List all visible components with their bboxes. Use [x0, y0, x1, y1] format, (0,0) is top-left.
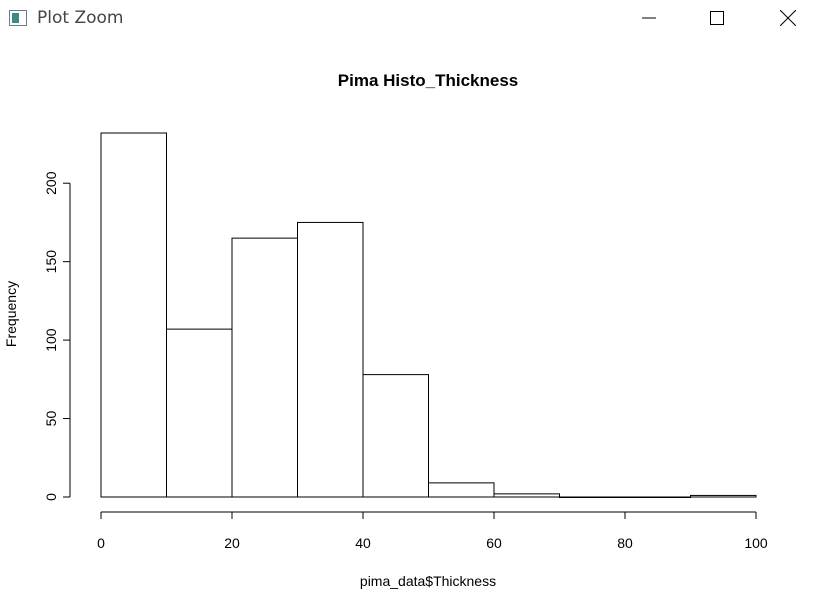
- histogram-bar: [559, 496, 626, 498]
- close-button[interactable]: [765, 0, 811, 36]
- histogram-bar: [428, 482, 495, 498]
- y-tick-label: 200: [43, 171, 59, 195]
- x-axis: 0 20 40 60 80 100: [97, 511, 768, 551]
- histogram-bar: [166, 328, 233, 498]
- x-tick-label: 40: [355, 535, 371, 551]
- y-tick-label: 0: [43, 493, 59, 501]
- x-tick-label: 20: [224, 535, 240, 551]
- histogram-bar: [493, 493, 560, 498]
- app-window-icon: [9, 10, 27, 26]
- histogram-bar: [231, 237, 298, 498]
- x-tick-label: 100: [744, 535, 768, 551]
- y-tick-label: 50: [43, 411, 59, 427]
- maximize-button[interactable]: [694, 0, 740, 36]
- histogram-bar: [690, 494, 757, 498]
- x-axis-label: pima_data$Thickness: [360, 573, 496, 589]
- maximize-icon: [710, 11, 724, 25]
- title-bar: Plot Zoom: [0, 0, 823, 36]
- minimize-icon: [642, 17, 656, 19]
- window-title: Plot Zoom: [37, 8, 124, 28]
- x-tick-label: 0: [97, 535, 105, 551]
- histogram-bar: [362, 374, 429, 498]
- y-tick-label: 100: [43, 328, 59, 352]
- minimize-button[interactable]: [626, 0, 672, 36]
- x-tick-label: 60: [486, 535, 502, 551]
- chart-title: Pima Histo_Thickness: [338, 71, 518, 90]
- close-icon: [780, 10, 796, 26]
- x-tick-label: 80: [617, 535, 633, 551]
- bars-group: [100, 132, 757, 498]
- y-tick-label: 150: [43, 250, 59, 274]
- y-axis-label: Frequency: [3, 281, 19, 347]
- histogram-bar: [297, 221, 364, 498]
- histogram-bar: [100, 132, 167, 498]
- histogram-bar: [624, 496, 691, 498]
- y-axis: 0 50 100 150 200: [43, 171, 71, 501]
